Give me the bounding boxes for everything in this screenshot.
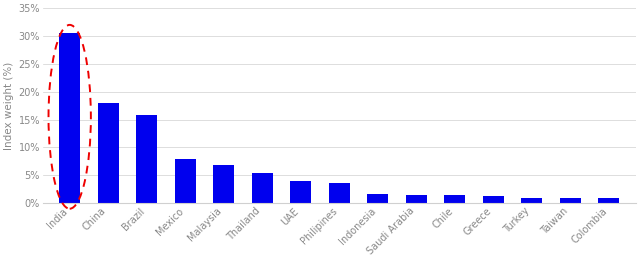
Bar [367, 194, 388, 203]
Bar [560, 198, 581, 203]
Bar [213, 165, 234, 203]
Bar [175, 159, 196, 203]
Bar [290, 181, 312, 203]
Bar [444, 195, 465, 203]
Bar [406, 195, 427, 203]
Bar [252, 173, 273, 203]
Bar [59, 33, 80, 203]
Bar [136, 115, 157, 203]
Bar [98, 103, 119, 203]
Bar [521, 198, 543, 203]
Y-axis label: Index weight (%): Index weight (%) [4, 62, 14, 150]
Bar [598, 198, 620, 203]
Bar [329, 183, 350, 203]
Bar [483, 197, 504, 203]
